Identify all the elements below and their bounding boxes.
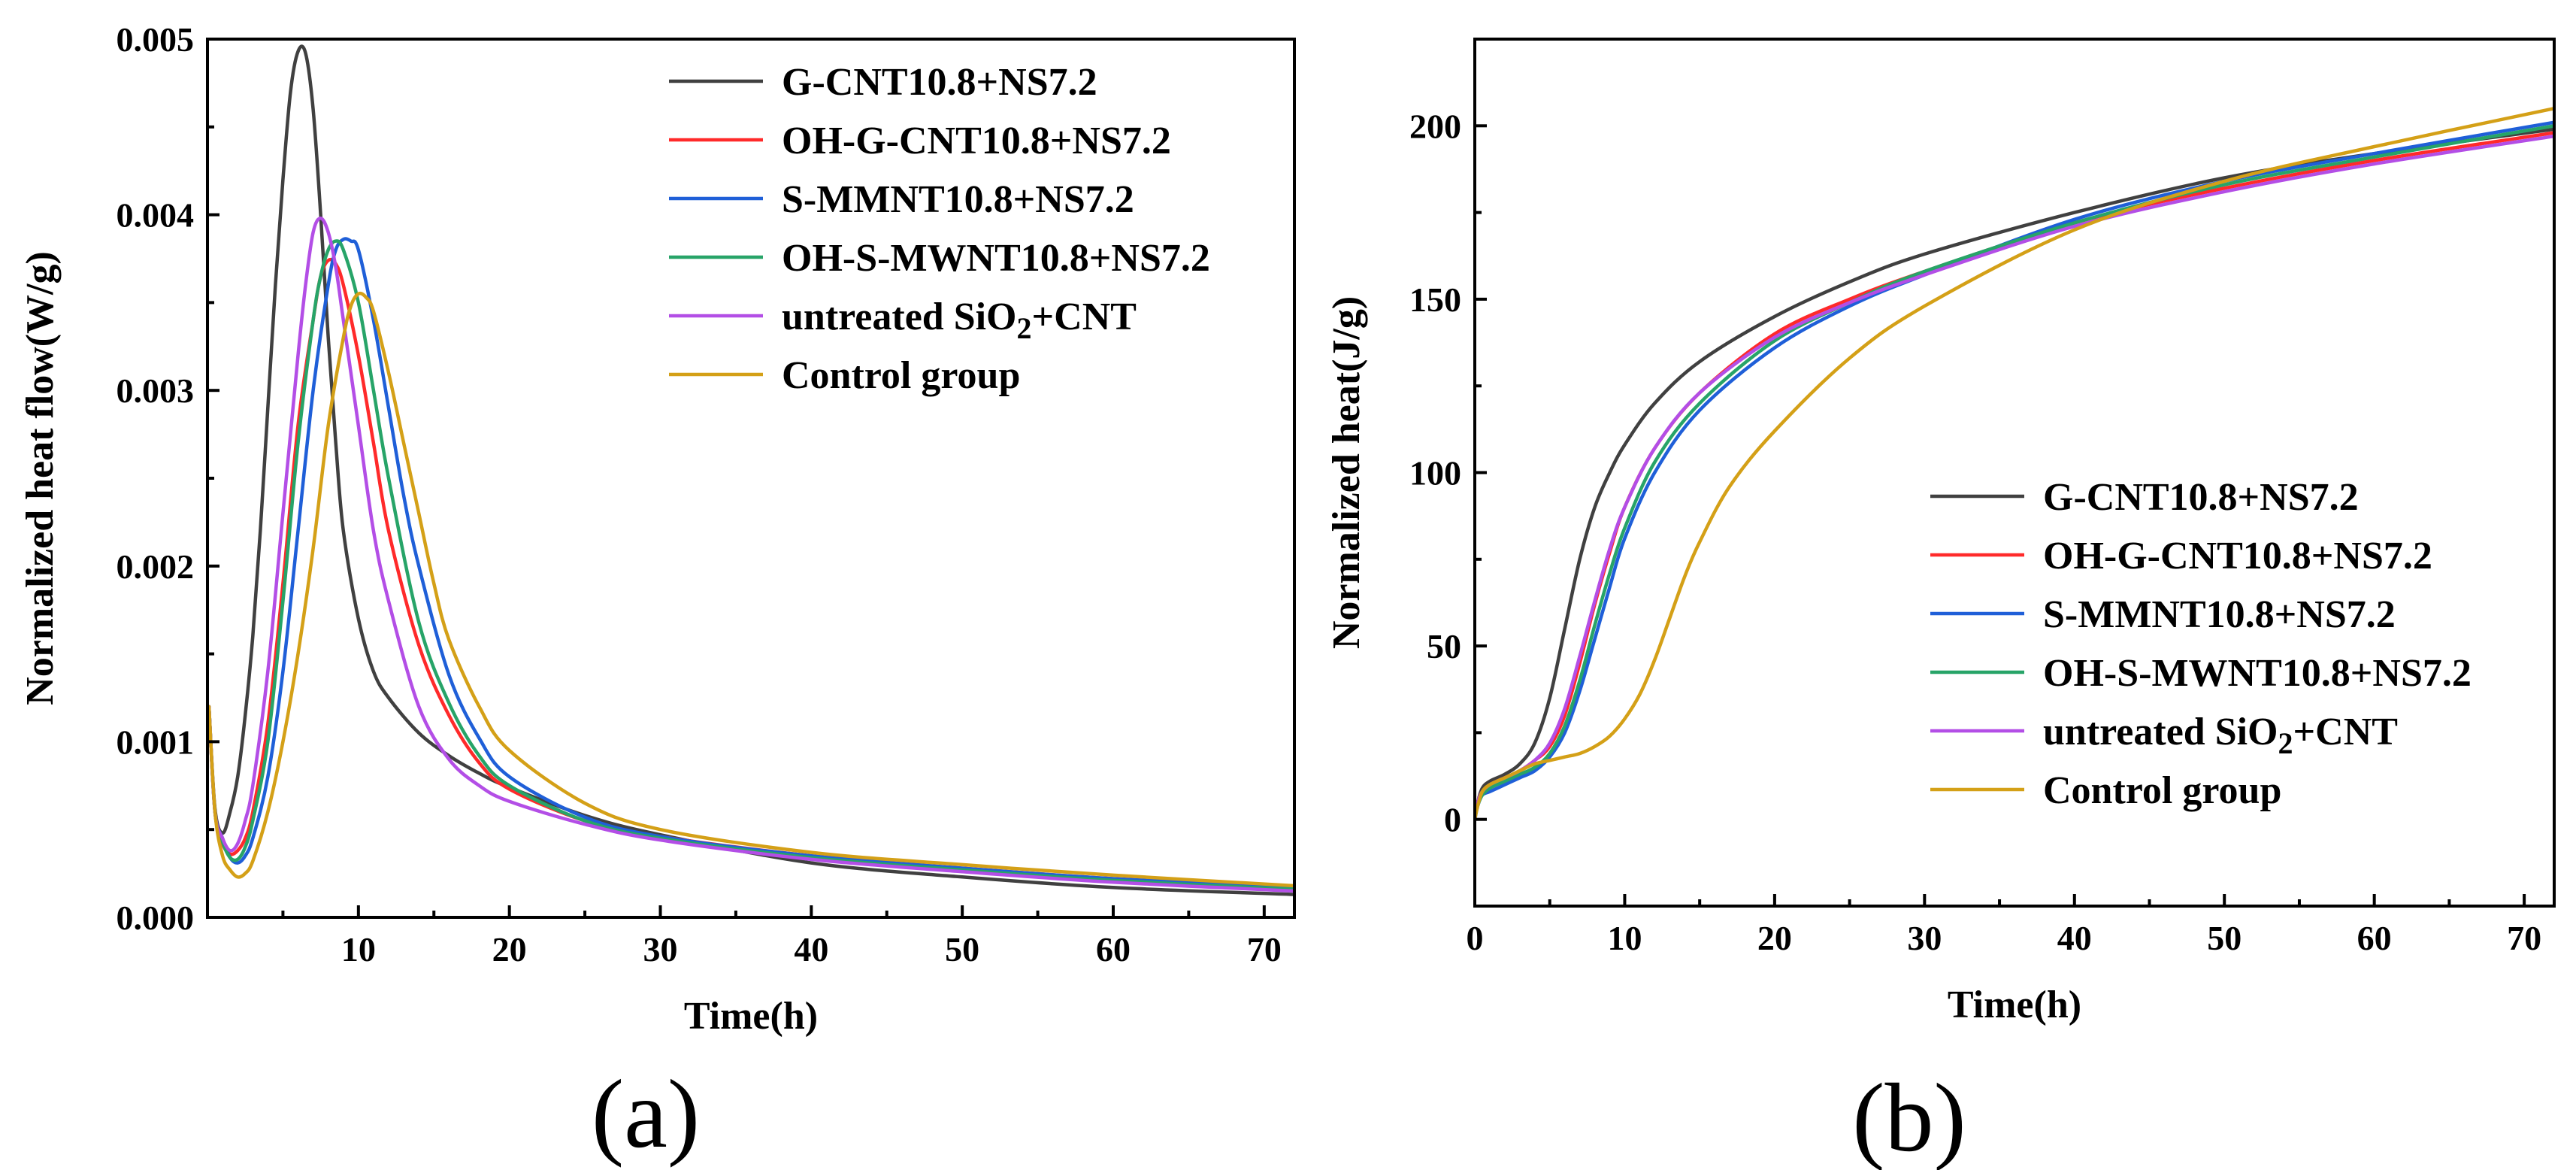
legend-item: S-MMNT10.8+NS7.2 (1930, 593, 2396, 636)
series-line-g-cnt10-8-ns7-2 (1475, 127, 2554, 821)
legend-item: OH-G-CNT10.8+NS7.2 (669, 120, 1171, 162)
y-tick-label: 200 (1409, 107, 1461, 145)
x-axis-label: Time(h) (684, 995, 818, 1038)
legend-item: OH-G-CNT10.8+NS7.2 (1930, 535, 2432, 577)
y-axis-label: Normalized heat(J/g) (1325, 296, 1368, 649)
y-axis-label: Normalized heat flow(W/g) (19, 251, 62, 705)
x-tick-label: 40 (794, 930, 828, 968)
series-line-s-mmnt10-8-ns7-2 (1475, 120, 2554, 821)
legend-label: S-MMNT10.8+NS7.2 (782, 178, 1134, 221)
legend-item: OH-S-MWNT10.8+NS7.2 (1930, 652, 2472, 695)
x-tick-label: 30 (1907, 919, 1942, 957)
legend-label: Control group (782, 354, 1020, 397)
legend-item: Control group (669, 354, 1020, 397)
x-axis: 10 20 30 40 50 60 70 (281, 905, 1282, 968)
chart-panel-a: 10 20 30 40 50 60 700.0000.0010.0020.0030.0040… (19, 20, 1296, 1168)
x-axis-label: Time(h) (1948, 984, 2081, 1026)
x-axis: 0 10 20 30 40 50 60 70 (1467, 894, 2541, 957)
legend-item: OH-S-MWNT10.8+NS7.2 (669, 237, 1210, 280)
legend-label: Control group (2043, 769, 2281, 812)
legend-label: OH-G-CNT10.8+NS7.2 (2043, 535, 2432, 577)
y-tick-label: 0 (1444, 801, 1461, 839)
legend: G-CNT10.8+NS7.2 OH-G-CNT10.8+NS7.2 S-MMNT1… (669, 61, 1210, 397)
x-tick-label: 50 (2207, 919, 2242, 957)
chart-panel-b: 0 10 20 30 40 50 60 70 0 50 100 150 200 Time(h) Normal… (1325, 38, 2556, 1170)
x-tick-label: 60 (1096, 930, 1131, 968)
legend-label: G-CNT10.8+NS7.2 (2043, 476, 2359, 519)
y-tick-label: 150 (1409, 280, 1461, 319)
x-tick-label: 70 (2507, 919, 2541, 957)
legend-label: OH-G-CNT10.8+NS7.2 (782, 120, 1171, 162)
legend-item: G-CNT10.8+NS7.2 (669, 61, 1097, 104)
legend-item: untreated SiO2+CNT (669, 296, 1137, 345)
legend-item: untreated SiO2+CNT (1930, 711, 2398, 760)
x-tick-label: 10 (341, 930, 376, 968)
x-tick-label: 20 (492, 930, 527, 968)
y-tick-label: 0.003 (117, 371, 195, 410)
y-axis: 0 50 100 150 200 (1409, 107, 1487, 839)
series-group (207, 44, 1294, 896)
panel-label: (a) (592, 1060, 700, 1168)
x-tick-label: 50 (945, 930, 979, 968)
legend: G-CNT10.8+NS7.2 OH-G-CNT10.8+NS7.2 S-MMNT1… (1930, 476, 2472, 812)
series-line-s-mmnt10-8-ns7-2 (207, 237, 1294, 890)
y-axis: 0.000 0.001 0.002 0.003 0.004 0.005 (117, 20, 219, 937)
y-tick-label: 0.001 (117, 723, 195, 761)
y-tick-label: 0.002 (117, 547, 195, 586)
y-tick-label: 0.004 (117, 196, 195, 235)
y-tick-label: 50 (1427, 627, 1461, 665)
legend-item: Control group (1930, 769, 2281, 812)
legend-item: G-CNT10.8+NS7.2 (1930, 476, 2359, 519)
legend-label: OH-S-MWNT10.8+NS7.2 (782, 237, 1210, 280)
x-tick-label: 30 (643, 930, 678, 968)
x-tick-label: 40 (2057, 919, 2092, 957)
legend-item: S-MMNT10.8+NS7.2 (669, 178, 1134, 221)
legend-label: untreated SiO2+CNT (782, 296, 1137, 345)
y-tick-label: 100 (1409, 454, 1461, 493)
series-line-control-group (1475, 106, 2554, 821)
x-tick-label: 20 (1757, 919, 1792, 957)
legend-label: G-CNT10.8+NS7.2 (782, 61, 1097, 104)
x-tick-label: 70 (1247, 930, 1282, 968)
series-line-control-group (207, 291, 1294, 888)
series-group (1475, 106, 2554, 821)
x-tick-label: 60 (2357, 919, 2392, 957)
panel-label: (b) (1852, 1064, 1966, 1170)
y-tick-label: 0.000 (117, 899, 195, 937)
y-tick-label: 0.005 (117, 20, 195, 59)
legend-label: S-MMNT10.8+NS7.2 (2043, 593, 2396, 636)
x-tick-label: 0 (1467, 919, 1484, 957)
legend-label: untreated SiO2+CNT (2043, 711, 2398, 760)
legend-label: OH-S-MWNT10.8+NS7.2 (2043, 652, 2472, 695)
x-tick-label: 10 (1607, 919, 1642, 957)
